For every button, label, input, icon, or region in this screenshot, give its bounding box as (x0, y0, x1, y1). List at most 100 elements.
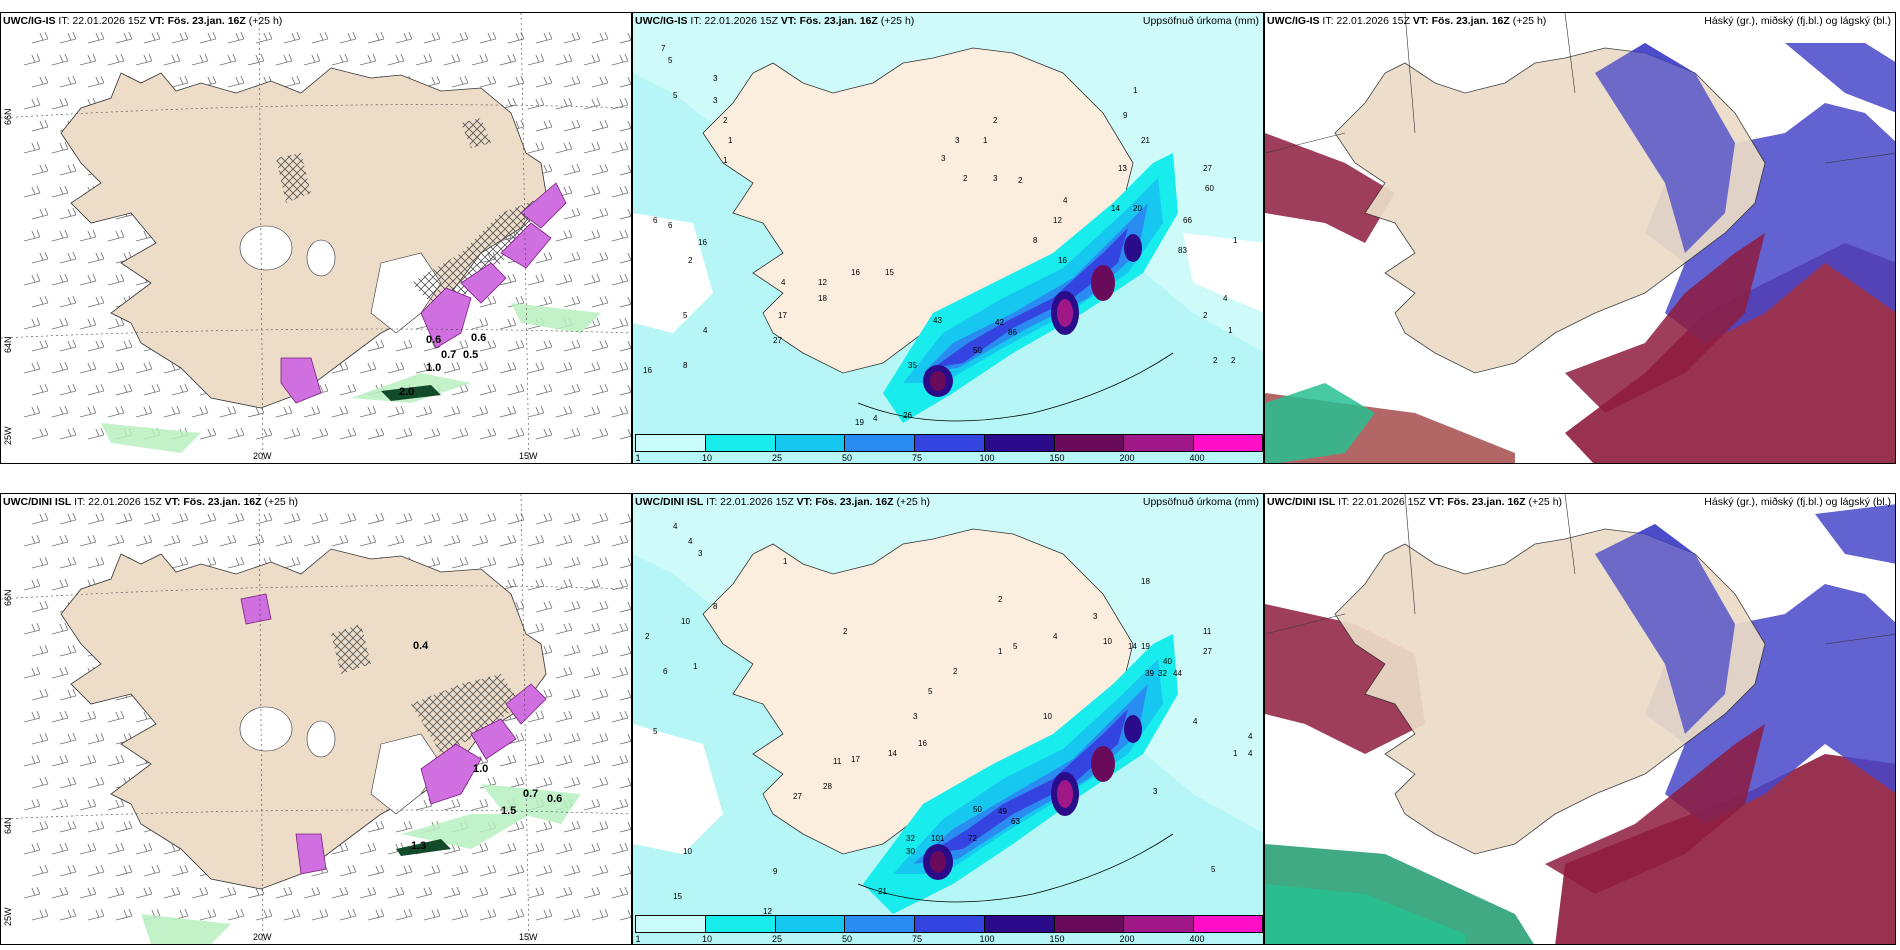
wind-barb (87, 295, 105, 308)
wind-barb (611, 798, 629, 811)
wind-barb (339, 383, 357, 396)
wind-barb (199, 31, 217, 44)
wind-barb (451, 31, 469, 44)
wind-barb (227, 31, 245, 44)
wind-barb (135, 405, 153, 418)
legend-swatch (1124, 435, 1195, 451)
wind-barb (611, 53, 629, 66)
wind-barb (563, 776, 581, 789)
precip-value: 16 (918, 739, 927, 748)
wind-barb (23, 405, 41, 418)
legend-tick: 50 (841, 934, 853, 944)
wind-barb (619, 32, 631, 44)
wind-barb (171, 383, 189, 396)
wind-barb (415, 886, 433, 899)
wind-barb (31, 383, 49, 396)
wind-barb (79, 798, 97, 811)
wind-barb (87, 732, 105, 745)
wind-label: 0.6 (547, 793, 562, 805)
wind-barb (23, 754, 41, 767)
wind-barb (395, 908, 413, 921)
wind-barb (51, 185, 69, 198)
wind-barb (51, 405, 69, 418)
wind-barb (339, 908, 357, 921)
wind-barb (79, 405, 97, 418)
legend-swatch (775, 435, 846, 451)
wind-barb (591, 383, 609, 396)
init-time: IT: 22.01.2026 15Z (1338, 496, 1426, 508)
wind-barb (87, 776, 105, 789)
wind-barb (591, 339, 609, 352)
wind-barb (115, 31, 133, 44)
wind-barb (359, 405, 377, 418)
wind-barb (535, 732, 553, 745)
legend-tick: 25 (771, 934, 783, 944)
wind-barb (339, 31, 357, 44)
precip-value: 5 (673, 91, 678, 100)
wind-barb (331, 53, 349, 66)
precip-value: 72 (968, 834, 977, 843)
wind-barb (331, 886, 349, 899)
lead-time: (+25 h) (248, 15, 283, 27)
wind-barb (563, 251, 581, 264)
precip-value: 1 (728, 136, 733, 145)
wind-barb (59, 688, 77, 701)
wind-barb (611, 361, 629, 374)
wind-barb (367, 339, 385, 352)
wind-barb (479, 908, 497, 921)
wind-barb (107, 710, 125, 723)
wind-barb (87, 427, 105, 440)
wind-barb (535, 75, 553, 88)
map-ig-cloud (1265, 13, 1895, 463)
wind-barb (255, 31, 273, 44)
precip-value: 2 (723, 116, 728, 125)
wind-barb (619, 557, 631, 569)
wind-barb (227, 427, 245, 440)
wind-barb (555, 754, 573, 767)
wind-barb (359, 534, 377, 547)
wind-barb (339, 512, 357, 525)
wind-barb (107, 361, 125, 374)
wind-barb (311, 908, 329, 921)
precip-value: 27 (793, 792, 802, 801)
wind-barb (423, 864, 441, 877)
wind-barb (79, 273, 97, 286)
wind-barb (499, 361, 517, 374)
precip-value: 5 (653, 727, 658, 736)
precip-value: 14 (1128, 642, 1137, 651)
precip-value: 3 (698, 549, 703, 558)
wind-barb (59, 908, 77, 921)
lon-label-20: 20W (253, 451, 272, 461)
wind-barb (563, 556, 581, 569)
wind-barb (115, 864, 133, 877)
precip-value: 20 (1133, 204, 1142, 213)
precip-value: 18 (1141, 577, 1150, 586)
wind-barb (87, 251, 105, 264)
wind-barb (563, 864, 581, 877)
wind-barb (143, 383, 161, 396)
wind-barb (591, 207, 609, 220)
lat-label-66: 66N (3, 589, 13, 606)
wind-barb (199, 427, 217, 440)
wind-barb (443, 361, 461, 374)
precip-value: 10 (1043, 712, 1052, 721)
wind-barb (555, 842, 573, 855)
precip-value: 43 (933, 316, 942, 325)
wind-barb (23, 185, 41, 198)
wind-label: 0.6 (426, 334, 441, 346)
panel-header: UWC/IG-IS IT: 22.01.2026 15Z VT: Fös. 23… (1267, 15, 1546, 27)
wind-barb (387, 361, 405, 374)
valid-time: VT: Fös. 23.jan. 16Z (1428, 496, 1526, 508)
wind-barb (527, 141, 545, 154)
precip-value: 13 (1118, 164, 1127, 173)
wind-barb (563, 688, 581, 701)
wind-barb (395, 512, 413, 525)
wind-barb (555, 666, 573, 679)
wind-label: 0.5 (463, 349, 478, 361)
wind-barb (471, 53, 489, 66)
wind-barb (451, 556, 469, 569)
wind-barb (107, 842, 125, 855)
wind-barb (275, 886, 293, 899)
wind-barb (227, 556, 245, 569)
precip-value: 2 (953, 667, 958, 676)
